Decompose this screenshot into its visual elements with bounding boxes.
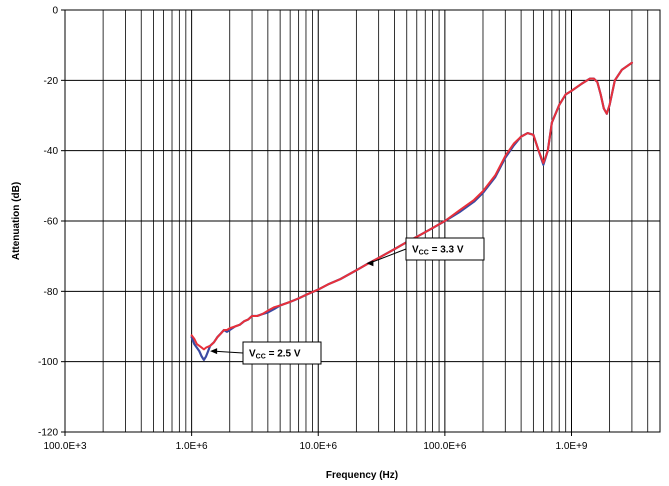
y-tick-label: -40 xyxy=(44,146,59,157)
annotations-layer: VCC = 3.3 V VCC = 2.5 V xyxy=(210,237,485,365)
x-tick-label: 1.0E+6 xyxy=(176,441,208,452)
x-tick-labels: 100.0E+3 1.0E+6 10.0E+6 100.0E+6 1.0E+9 xyxy=(43,432,588,452)
y-tick-label: -80 xyxy=(44,287,59,298)
x-tick-label: 10.0E+6 xyxy=(299,441,337,452)
y-gridlines xyxy=(65,79,660,363)
y-tick-label: -100 xyxy=(38,357,58,368)
x-axis-title: Frequency (Hz) xyxy=(326,470,398,481)
x-tick-label: 100.0E+6 xyxy=(423,441,467,452)
annotation-box xyxy=(242,341,322,365)
y-axis-title: Attenuation (dB) xyxy=(11,182,22,260)
y-tick-label: -120 xyxy=(38,428,58,439)
y-tick-labels: 0 -20 -40 -60 -80 -100 -120 xyxy=(38,6,65,439)
annotation-2: VCC = 2.5 V xyxy=(210,341,322,365)
y-tick-label: -20 xyxy=(44,76,59,87)
annotation-leader xyxy=(369,248,407,264)
annotation-1: VCC = 3.3 V xyxy=(366,237,485,267)
annotation-label: VCC = 3.3 V xyxy=(412,245,464,257)
annotation-box xyxy=(405,237,485,261)
annotation-leader xyxy=(213,350,244,354)
series-line-2 xyxy=(190,61,633,351)
x-tick-label: 100.0E+3 xyxy=(43,441,87,452)
y-tick-label: -60 xyxy=(44,217,59,228)
annotation-arrowhead xyxy=(366,260,374,267)
x-tick-label: 1.0E+9 xyxy=(556,441,588,452)
series-layer xyxy=(190,61,634,362)
y-tick-label: 0 xyxy=(52,6,58,17)
annotation-label: VCC = 2.5 V xyxy=(249,349,301,361)
annotation-arrowhead xyxy=(210,348,218,355)
